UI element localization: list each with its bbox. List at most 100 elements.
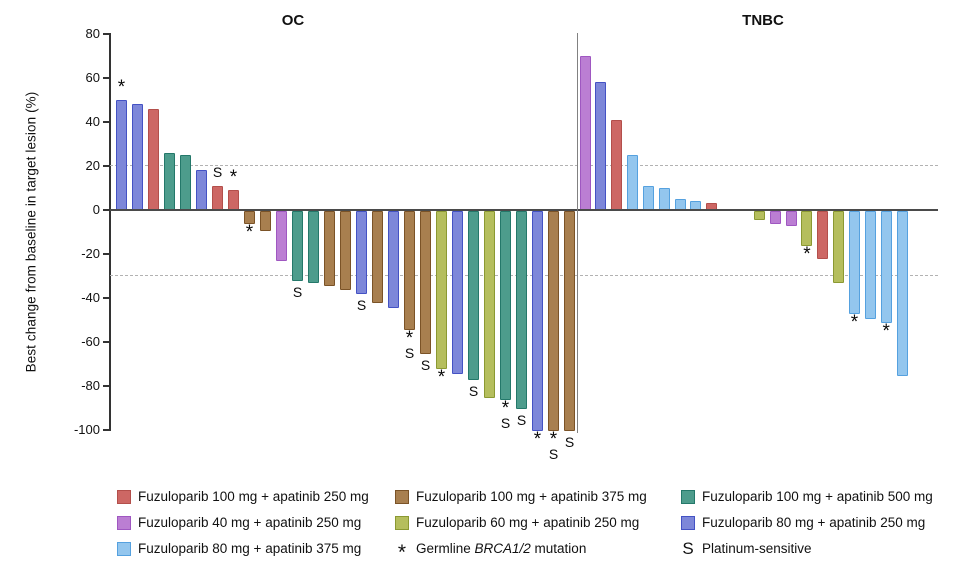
y-tick-label: -80	[81, 378, 100, 393]
bar-oc-17	[372, 210, 383, 304]
bar-oc-12	[292, 210, 303, 282]
legend-item-purple: Fuzuloparib 40 mg + apatinib 250 mg	[117, 514, 361, 531]
brca-mutation-mark: *	[117, 77, 126, 98]
bar-oc-26	[516, 210, 527, 409]
legend-label: Fuzuloparib 80 mg + apatinib 250 mg	[702, 515, 925, 530]
bar-tnbc-3	[611, 119, 623, 210]
y-tick-label: -40	[81, 290, 100, 305]
y-tick-label: 80	[85, 26, 100, 41]
legend-item-brca-marker: * Germline BRCA1/2 mutation	[395, 540, 587, 564]
legend-item-red: Fuzuloparib 100 mg + apatinib 250 mg	[117, 488, 369, 505]
legend-label: Platinum-sensitive	[702, 541, 812, 556]
y-tick	[103, 33, 109, 35]
brca-mutation-mark: *	[850, 312, 859, 334]
brca-mutation-mark: *	[405, 327, 414, 349]
bar-tnbc-15	[801, 210, 813, 246]
legend-label-part: Fuzuloparib 40 mg + apatinib 250 mg	[138, 515, 362, 530]
platinum-sensitive-mark: S	[404, 344, 415, 361]
legend-label: Fuzuloparib 100 mg + apatinib 250 mg	[138, 489, 369, 504]
y-tick-label: 60	[85, 70, 100, 85]
brca-mutation-mark: *	[533, 428, 542, 450]
platinum-sensitive-mark: S	[516, 411, 527, 428]
bar-tnbc-1	[579, 56, 591, 210]
brca-mutation-mark: *	[803, 244, 811, 265]
bar-oc-14	[324, 210, 335, 286]
bar-tnbc-4	[627, 155, 639, 210]
bar-oc-1	[116, 100, 127, 210]
platinum-marker-symbol: S	[682, 539, 694, 558]
bar-oc-5	[180, 155, 191, 210]
y-tick	[103, 297, 109, 299]
y-tick	[103, 121, 109, 123]
brown-swatch	[395, 489, 409, 504]
legend-label-part: Fuzuloparib 100 mg + apatinib 375 mg	[416, 489, 647, 504]
y-axis-line	[109, 33, 111, 431]
legend-label-part: Fuzuloparib 100 mg + apatinib 250 mg	[138, 489, 369, 504]
y-tick	[103, 165, 109, 167]
y-tick-label: -20	[81, 246, 100, 261]
bar-tnbc-18	[848, 210, 860, 315]
bar-oc-9	[244, 210, 255, 224]
legend-label-part: Germline	[416, 541, 475, 556]
bar-oc-10	[260, 210, 271, 231]
brca-mutation-mark: *	[882, 321, 890, 342]
bar-oc-28	[548, 210, 559, 431]
platinum-sensitive-mark: S	[292, 284, 303, 301]
brca-mutation-mark: *	[245, 222, 254, 243]
bar-tnbc-2	[595, 82, 607, 210]
group-title-tnbc: TNBC	[742, 12, 784, 29]
y-tick	[103, 385, 109, 387]
olive-swatch	[395, 515, 409, 530]
bar-oc-15	[340, 210, 351, 290]
bar-oc-3	[148, 108, 159, 210]
legend-label-part: Fuzuloparib 80 mg + apatinib 250 mg	[702, 515, 926, 530]
brca-mutation-mark: *	[229, 167, 238, 189]
legend-item-brown: Fuzuloparib 100 mg + apatinib 375 mg	[395, 488, 647, 505]
legend-item-blue: Fuzuloparib 80 mg + apatinib 250 mg	[681, 514, 925, 531]
bar-oc-11	[276, 210, 287, 262]
y-tick	[103, 341, 109, 343]
y-tick-label: 20	[85, 158, 100, 173]
bar-oc-13	[308, 210, 319, 284]
bar-oc-6	[196, 170, 207, 210]
y-tick	[103, 429, 109, 431]
bar-oc-23	[468, 210, 479, 381]
y-tick-label: -60	[81, 334, 100, 349]
bar-oc-20	[420, 210, 431, 354]
y-tick-label: 0	[92, 202, 100, 217]
platinum-sensitive-mark: S	[548, 445, 559, 462]
platinum-sensitive-mark: S	[212, 163, 223, 180]
bar-tnbc-21	[896, 210, 908, 376]
platinum-sensitive-mark: S	[564, 433, 575, 450]
legend-item-olive: Fuzuloparib 60 mg + apatinib 250 mg	[395, 514, 639, 531]
bar-tnbc-20	[880, 210, 892, 323]
legend-label: Fuzuloparib 40 mg + apatinib 250 mg	[138, 515, 361, 530]
platinum-sensitive-mark: S	[468, 383, 479, 400]
bar-oc-21	[436, 210, 447, 370]
bar-oc-22	[452, 210, 463, 374]
legend-item-platinum-marker: S Platinum-sensitive	[681, 539, 812, 558]
platinum-sensitive-mark: S	[356, 297, 367, 314]
legend-label: Fuzuloparib 80 mg + apatinib 375 mg	[138, 541, 361, 556]
legend-label-part: mutation	[530, 541, 587, 556]
legend-label-italic-part: BRCA1/2	[474, 541, 531, 556]
y-tick-label: -100	[73, 422, 100, 437]
legend-label-part: Fuzuloparib 60 mg + apatinib 250 mg	[416, 515, 640, 530]
bar-oc-27	[532, 210, 543, 431]
bar-oc-29	[564, 210, 575, 431]
reference-line-20	[110, 165, 938, 166]
bar-tnbc-14	[785, 210, 797, 227]
legend-label-part: Fuzuloparib 80 mg + apatinib 375 mg	[138, 541, 362, 556]
cohort-divider	[576, 33, 579, 433]
brca-marker-symbol: *	[397, 540, 407, 564]
bar-oc-16	[356, 210, 367, 295]
y-tick	[103, 77, 109, 79]
bar-oc-4	[164, 152, 175, 210]
brca-mutation-mark: *	[437, 367, 446, 389]
legend-label-part: Platinum-sensitive	[702, 541, 812, 556]
bar-tnbc-17	[833, 210, 845, 284]
brca-mutation-mark: *	[501, 398, 510, 419]
bar-oc-19	[404, 210, 415, 330]
